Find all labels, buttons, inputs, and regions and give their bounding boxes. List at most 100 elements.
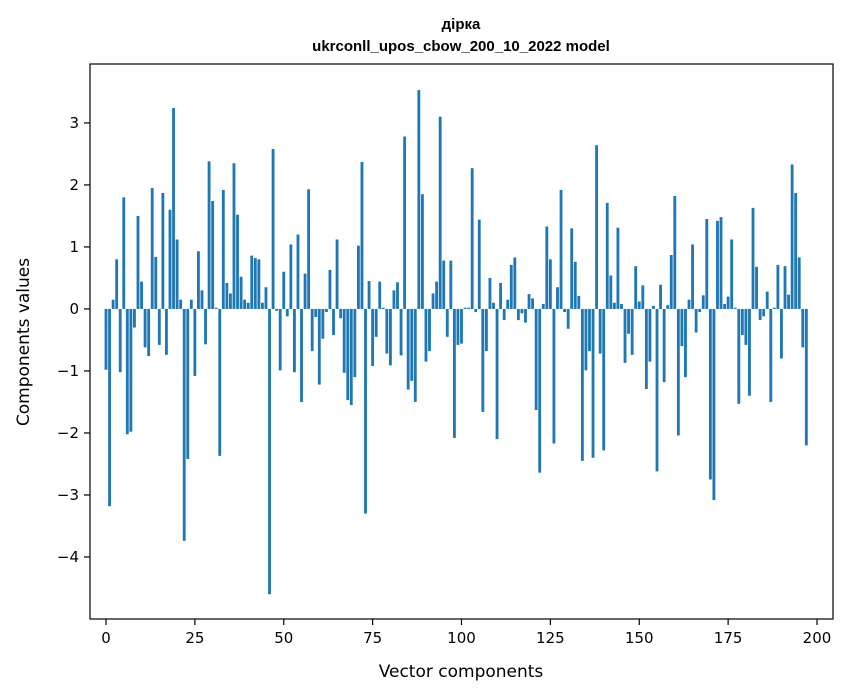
- bar-45: [264, 287, 268, 309]
- bar-71: [356, 245, 360, 309]
- bar-73: [364, 308, 367, 514]
- bar-53: [292, 308, 296, 373]
- y-axis-label: Components values: [14, 258, 34, 426]
- bar-30: [211, 201, 215, 309]
- bar-21: [179, 299, 183, 309]
- bar-35: [229, 293, 232, 309]
- bar-55: [300, 308, 303, 402]
- y-tick-label-0: −4: [57, 548, 79, 566]
- bar-122: [538, 308, 542, 473]
- bar-74: [367, 281, 371, 309]
- bar-141: [605, 202, 609, 309]
- bar-138: [595, 145, 599, 309]
- bar-189: [776, 264, 780, 309]
- bar-90: [424, 308, 428, 362]
- bar-31: [214, 307, 218, 309]
- bar-76: [374, 308, 378, 337]
- bar-111: [499, 282, 503, 309]
- y-tick-label-6: 2: [69, 176, 79, 194]
- bar-38: [239, 276, 243, 309]
- bar-194: [794, 192, 798, 309]
- bar-125: [548, 259, 552, 309]
- bar-69: [349, 308, 353, 406]
- bar-33: [221, 189, 225, 309]
- bar-169: [705, 219, 709, 309]
- bar-68: [346, 308, 350, 401]
- x-tick-label-125: 125: [536, 629, 565, 647]
- y-tick-label-4: 0: [69, 300, 79, 318]
- bar-128: [559, 189, 563, 309]
- bar-9: [136, 215, 140, 309]
- bar-132: [573, 261, 577, 309]
- bar-17: [165, 308, 168, 355]
- bar-89: [420, 194, 424, 309]
- bar-134: [580, 308, 584, 461]
- bar-85: [406, 308, 410, 390]
- bar-40: [246, 302, 250, 309]
- bar-126: [552, 308, 556, 444]
- bar-142: [609, 275, 613, 309]
- bar-104: [474, 308, 478, 313]
- bar-60: [317, 308, 321, 385]
- bar-123: [541, 303, 545, 309]
- bar-2: [111, 299, 115, 309]
- bar-15: [157, 308, 161, 345]
- bar-180: [744, 308, 748, 345]
- bar-43: [257, 259, 261, 309]
- bar-118: [524, 308, 527, 323]
- bar-158: [666, 305, 670, 309]
- bar-3: [115, 259, 119, 309]
- bar-182: [751, 207, 755, 309]
- bar-67: [342, 308, 346, 373]
- bar-13: [150, 188, 154, 309]
- bar-113: [506, 299, 510, 309]
- bar-133: [577, 295, 581, 309]
- bar-143: [612, 302, 616, 309]
- bar-131: [570, 228, 574, 309]
- bar-192: [787, 294, 790, 309]
- bar-110: [495, 308, 499, 440]
- bar-188: [772, 307, 776, 309]
- bar-11: [143, 308, 147, 348]
- bar-10: [140, 281, 143, 309]
- bar-80: [388, 308, 392, 366]
- bar-106: [481, 308, 485, 412]
- bar-77: [378, 281, 382, 309]
- bar-105: [477, 219, 481, 309]
- bar-145: [620, 303, 623, 309]
- bar-170: [708, 308, 712, 480]
- bar-148: [630, 308, 634, 355]
- x-tick-label-175: 175: [714, 629, 743, 647]
- bar-70: [353, 308, 357, 378]
- x-axis-ticks: 0 25 50 75 100 125 150 175 200: [101, 619, 831, 647]
- bar-108: [488, 277, 492, 309]
- bar-59: [314, 308, 318, 317]
- bar-63: [328, 269, 332, 309]
- bar-183: [755, 266, 758, 309]
- bar-46: [268, 308, 271, 595]
- bar-154: [652, 305, 655, 309]
- bar-25: [193, 308, 197, 376]
- bar-81: [392, 290, 396, 309]
- bar-64: [332, 308, 335, 335]
- bar-136: [588, 308, 591, 352]
- bar-175: [726, 296, 730, 309]
- bar-185: [762, 308, 766, 317]
- bar-36: [232, 163, 236, 309]
- bar-184: [758, 308, 762, 321]
- bar-5: [122, 197, 126, 309]
- bar-84: [403, 136, 407, 309]
- bar-19: [172, 108, 175, 309]
- bar-32: [218, 308, 222, 456]
- bar-176: [730, 239, 734, 309]
- bar-160: [673, 196, 677, 309]
- bar-18: [168, 209, 172, 309]
- bar-92: [431, 293, 435, 309]
- bar-97: [449, 260, 453, 309]
- bar-163: [684, 308, 687, 378]
- bar-34: [225, 282, 229, 309]
- x-tick-label-0: 0: [101, 629, 111, 647]
- bar-168: [701, 295, 705, 309]
- bar-153: [648, 308, 652, 362]
- bar-114: [509, 264, 513, 309]
